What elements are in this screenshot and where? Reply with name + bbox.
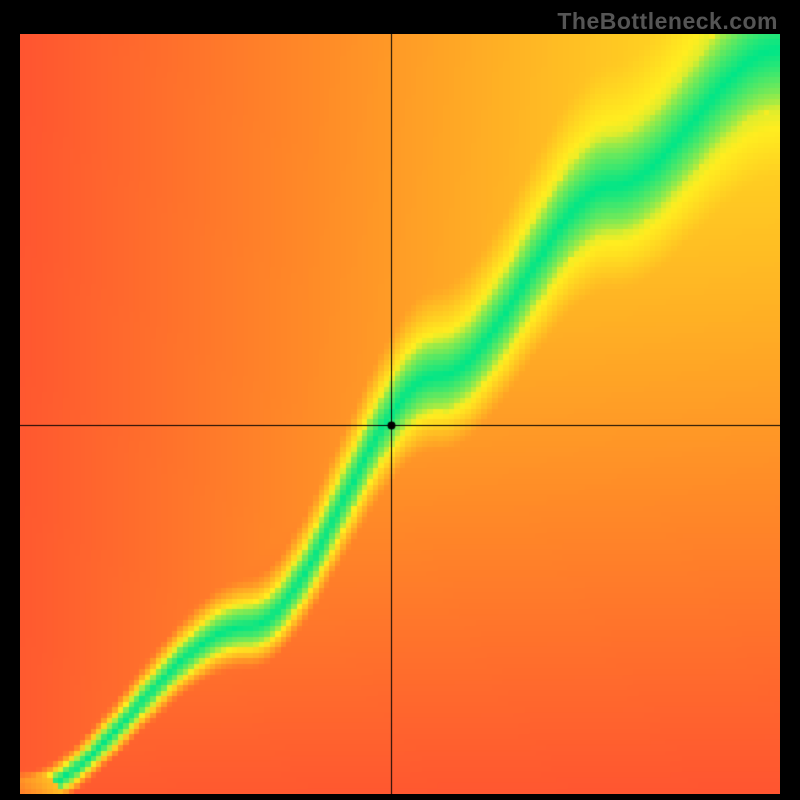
watermark-text: TheBottleneck.com xyxy=(557,8,778,35)
bottleneck-heatmap xyxy=(20,34,780,794)
chart-container: TheBottleneck.com xyxy=(0,0,800,800)
